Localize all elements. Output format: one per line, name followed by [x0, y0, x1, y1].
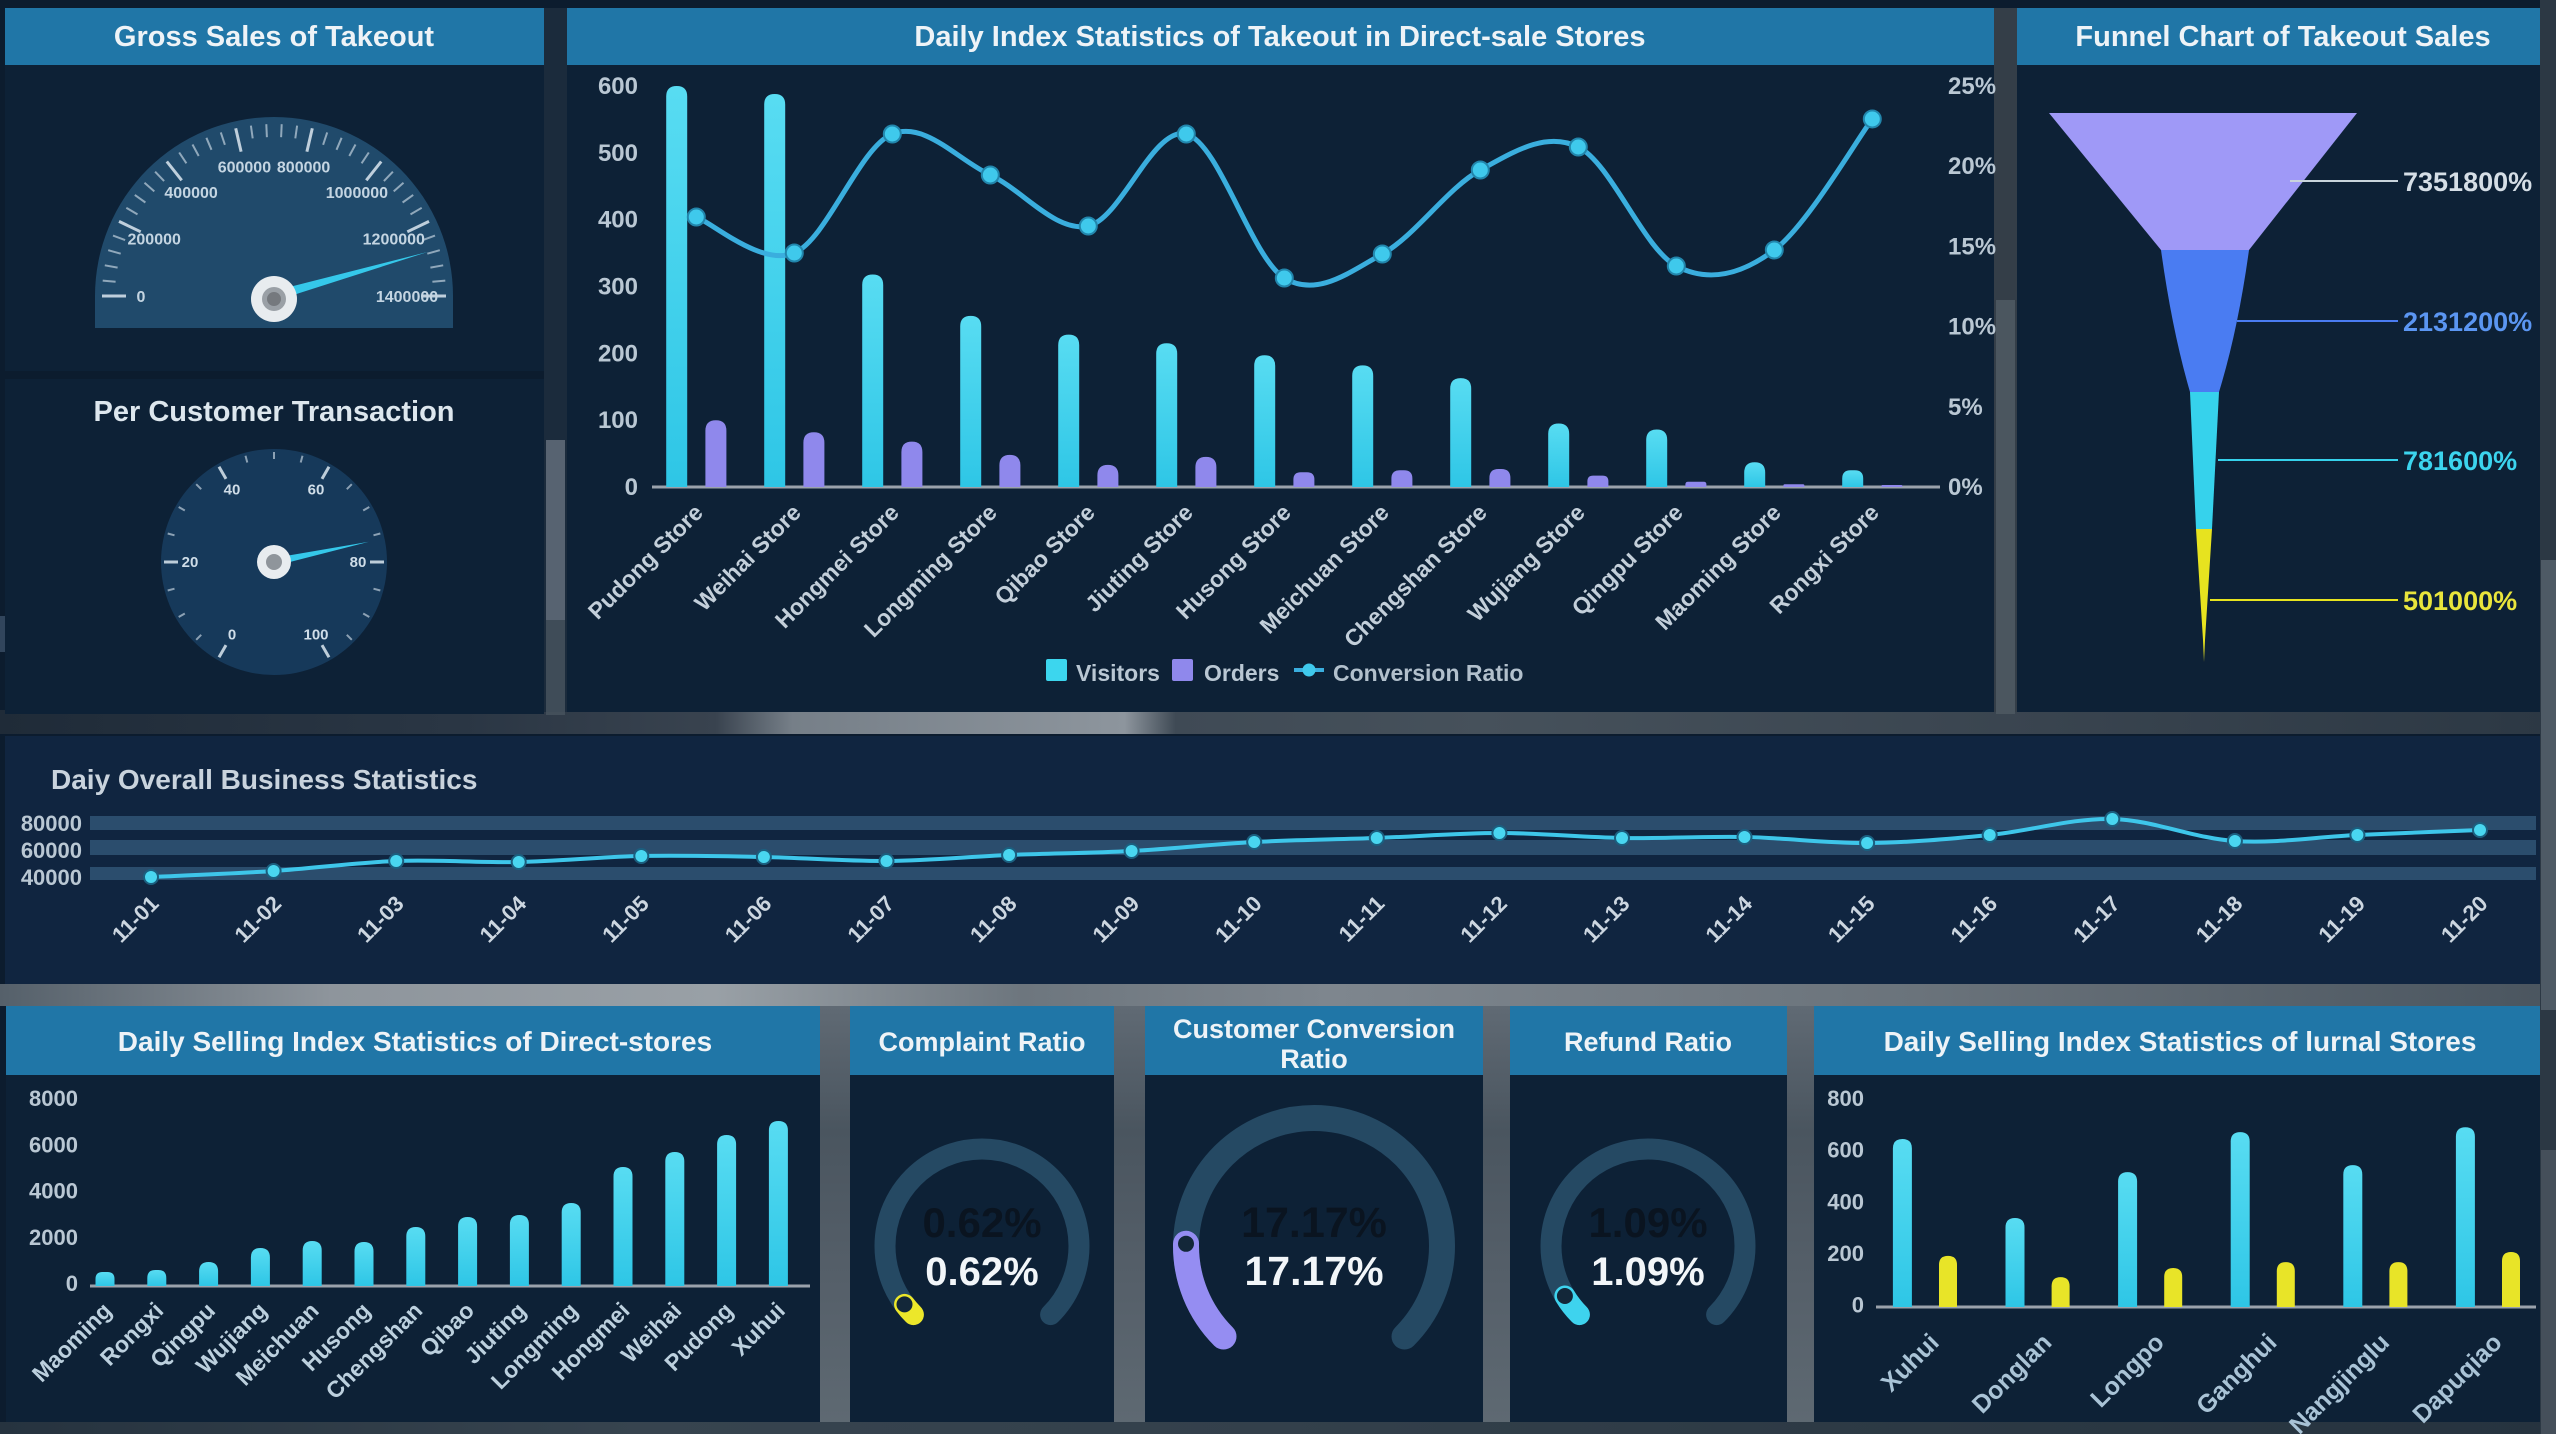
svg-text:1000000: 1000000 [326, 185, 388, 202]
svg-text:800000: 800000 [277, 159, 330, 176]
svg-text:10%: 10% [1948, 314, 1996, 341]
svg-text:100: 100 [598, 407, 638, 434]
svg-text:0.62%: 0.62% [922, 1199, 1041, 1246]
svg-text:2000: 2000 [29, 1225, 78, 1250]
svg-text:Daily Selling Index Statistics: Daily Selling Index Statistics of lurnal… [1884, 1026, 2477, 1057]
svg-text:15%: 15% [1948, 233, 1996, 260]
svg-text:17.17%: 17.17% [1241, 1199, 1387, 1247]
svg-text:5%: 5% [1948, 394, 1983, 421]
svg-text:0%: 0% [1948, 474, 1983, 501]
svg-text:0: 0 [1852, 1293, 1864, 1318]
svg-text:8000: 8000 [29, 1086, 78, 1111]
svg-text:7351800%: 7351800% [2403, 167, 2532, 197]
svg-text:100: 100 [303, 627, 328, 644]
svg-text:4000: 4000 [29, 1179, 78, 1204]
svg-text:40000: 40000 [21, 865, 82, 890]
svg-text:2131200%: 2131200% [2403, 307, 2532, 337]
svg-text:Funnel Chart of Takeout Sales: Funnel Chart of Takeout Sales [2075, 21, 2490, 53]
svg-text:1400000: 1400000 [376, 289, 438, 306]
svg-text:400: 400 [1827, 1189, 1864, 1214]
svg-text:0: 0 [625, 474, 638, 501]
svg-text:17.17%: 17.17% [1244, 1248, 1383, 1294]
svg-text:Gross Sales of Takeout: Gross Sales of Takeout [114, 21, 435, 53]
svg-text:80: 80 [350, 554, 367, 571]
svg-text:300: 300 [598, 274, 638, 301]
svg-text:Daily Index Statistics of Take: Daily Index Statistics of Takeout in Dir… [914, 21, 1645, 53]
svg-text:Customer Conversion: Customer Conversion [1173, 1014, 1455, 1044]
svg-text:800: 800 [1827, 1086, 1864, 1111]
svg-text:Daily Selling Index Statistics: Daily Selling Index Statistics of Direct… [118, 1026, 712, 1057]
svg-text:Visitors: Visitors [1076, 660, 1160, 686]
svg-text:60000: 60000 [21, 838, 82, 863]
svg-text:6000: 6000 [29, 1132, 78, 1157]
svg-text:200: 200 [1827, 1241, 1864, 1266]
svg-text:Per Customer Transaction: Per Customer Transaction [94, 396, 455, 428]
svg-text:20%: 20% [1948, 153, 1996, 180]
svg-text:1.09%: 1.09% [1591, 1250, 1704, 1294]
svg-text:500: 500 [598, 140, 638, 167]
svg-text:0: 0 [228, 627, 236, 644]
svg-text:Ratio: Ratio [1280, 1044, 1348, 1074]
svg-text:200: 200 [598, 340, 638, 367]
svg-text:60: 60 [308, 481, 325, 498]
svg-text:Conversion Ratio: Conversion Ratio [1333, 660, 1523, 686]
svg-text:0: 0 [137, 289, 146, 306]
svg-text:Daiy Overall Business Statisti: Daiy Overall Business Statistics [51, 764, 477, 795]
svg-text:Orders: Orders [1204, 660, 1279, 686]
svg-text:40: 40 [224, 481, 241, 498]
svg-text:0: 0 [66, 1271, 78, 1296]
svg-text:781600%: 781600% [2403, 446, 2517, 476]
svg-text:25%: 25% [1948, 73, 1996, 100]
svg-text:1200000: 1200000 [363, 231, 425, 248]
svg-text:0.62%: 0.62% [925, 1250, 1038, 1294]
svg-text:600: 600 [598, 73, 638, 100]
svg-text:400: 400 [598, 207, 638, 234]
svg-text:20: 20 [182, 554, 199, 571]
svg-text:1.09%: 1.09% [1588, 1199, 1707, 1246]
svg-text:400000: 400000 [164, 185, 217, 202]
svg-text:Refund Ratio: Refund Ratio [1564, 1027, 1732, 1057]
svg-text:600000: 600000 [218, 159, 271, 176]
svg-text:Complaint Ratio: Complaint Ratio [879, 1027, 1086, 1057]
svg-text:80000: 80000 [21, 811, 82, 836]
svg-text:200000: 200000 [128, 231, 181, 248]
svg-text:600: 600 [1827, 1138, 1864, 1163]
svg-text:501000%: 501000% [2403, 586, 2517, 616]
